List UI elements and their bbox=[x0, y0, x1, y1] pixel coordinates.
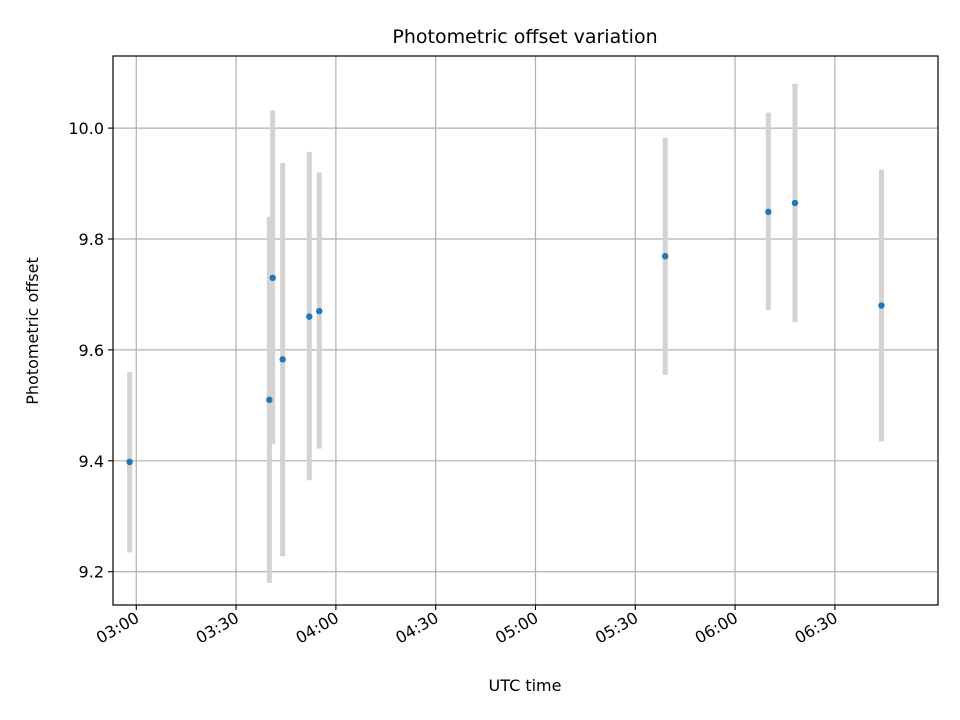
data-point bbox=[662, 252, 669, 260]
data-point bbox=[316, 307, 323, 315]
data-point bbox=[765, 208, 772, 216]
plot-frame bbox=[112, 55, 939, 606]
x-tick-label: 05:30 bbox=[592, 608, 641, 648]
y-axis-label: Photometric offset bbox=[23, 257, 42, 405]
x-tick-label: 03:30 bbox=[193, 608, 242, 648]
y-tick-label: 10.0 bbox=[68, 119, 104, 138]
data-points bbox=[126, 199, 885, 466]
error-bars bbox=[127, 83, 884, 583]
x-tick-label: 05:00 bbox=[492, 608, 541, 648]
y-tick-label: 9.6 bbox=[79, 341, 104, 360]
y-tick-label: 9.2 bbox=[79, 563, 104, 582]
data-point bbox=[269, 274, 276, 282]
x-tick-label: 06:00 bbox=[692, 608, 741, 648]
x-tick-label: 06:30 bbox=[791, 608, 840, 648]
data-point bbox=[126, 458, 133, 466]
chart-title: Photometric offset variation bbox=[392, 26, 657, 48]
data-point bbox=[266, 396, 273, 404]
x-tick-label: 03:00 bbox=[93, 608, 142, 648]
data-point bbox=[878, 302, 885, 309]
y-axis-ticks: 9.2 9.4 9.6 9.8 10.0 bbox=[68, 119, 113, 582]
x-tick-label: 04:30 bbox=[392, 608, 441, 648]
y-tick-label: 9.4 bbox=[79, 452, 104, 471]
x-tick-label: 04:00 bbox=[292, 608, 341, 648]
x-axis-label: UTC time bbox=[489, 676, 562, 695]
data-point bbox=[306, 313, 313, 320]
grid-lines bbox=[113, 56, 938, 605]
data-point bbox=[279, 356, 286, 363]
x-axis-ticks: 03:00 03:30 04:00 04:30 05:00 05:30 06:00 06:30 bbox=[93, 605, 841, 648]
y-tick-label: 9.8 bbox=[79, 230, 104, 249]
data-point bbox=[791, 199, 799, 207]
